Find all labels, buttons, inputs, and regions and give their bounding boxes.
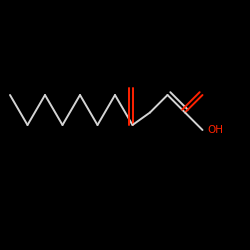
Text: OH: OH <box>208 125 224 135</box>
